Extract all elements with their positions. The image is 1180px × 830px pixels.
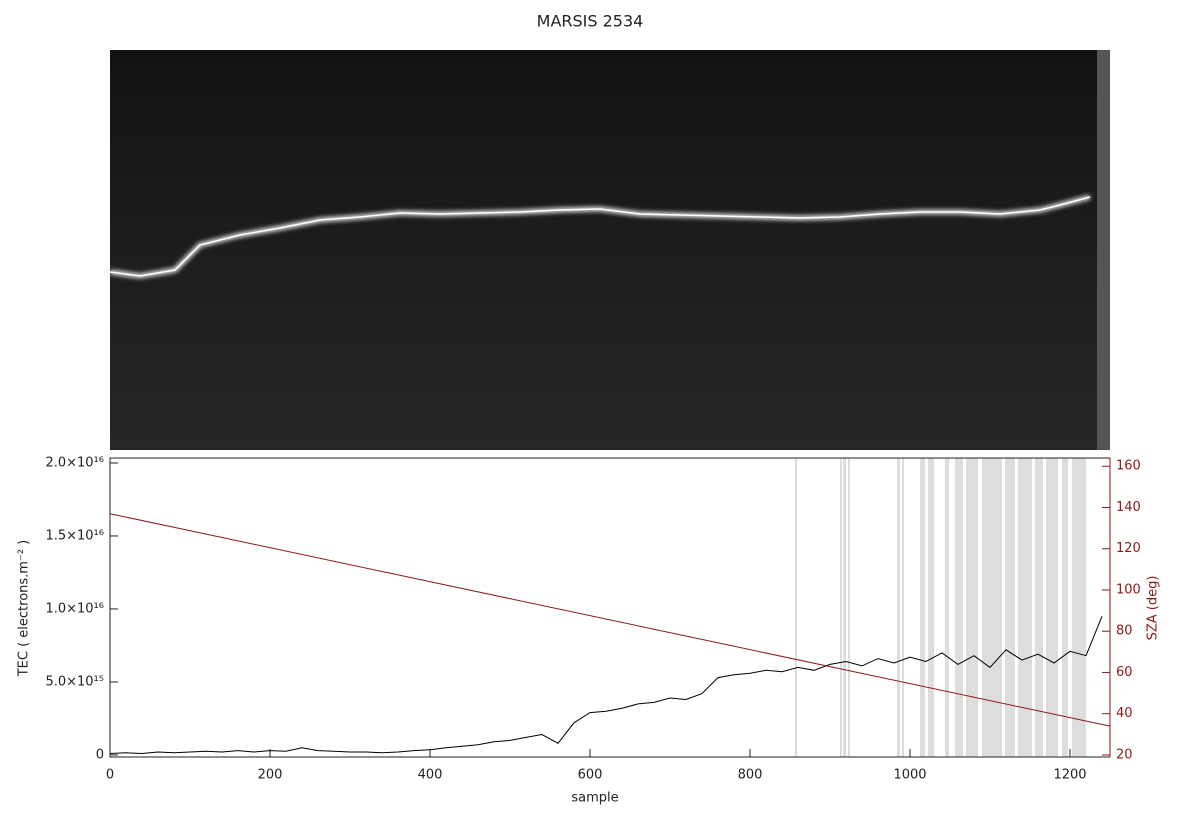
y2-tick-label: 40 — [1116, 706, 1133, 721]
y-tick-label: 5.0×10¹⁵ — [45, 674, 104, 689]
data-line — [109, 513, 1111, 727]
x-axis-label: sample — [571, 791, 618, 806]
x-tick-label: 600 — [578, 768, 603, 783]
x-tick-label: 1200 — [1053, 768, 1086, 783]
y2-tick-label: 100 — [1116, 582, 1141, 597]
y2-tick-label: 60 — [1116, 665, 1133, 680]
y2-tick-label: 160 — [1116, 459, 1141, 474]
y2-tick-label: 140 — [1116, 500, 1141, 515]
x-tick-label: 200 — [258, 768, 283, 783]
y2-tick-label: 20 — [1116, 747, 1133, 762]
x-tick-label: 0 — [106, 768, 114, 783]
y2-tick-label: 120 — [1116, 541, 1141, 556]
y-tick-label: 2.0×10¹⁶ — [45, 455, 104, 470]
y-tick-label: 0 — [96, 747, 104, 762]
y-tick-label: 1.5×10¹⁶ — [45, 528, 104, 543]
x-tick-label: 400 — [418, 768, 443, 783]
x-tick-label: 800 — [738, 768, 763, 783]
radargram — [109, 50, 1110, 450]
y-axis-label: TEC ( electrons.m⁻² ) — [17, 540, 32, 678]
data-gap-bands — [795, 458, 1086, 757]
data-line — [109, 616, 1103, 755]
y2-axis-label: SZA (deg) — [1146, 576, 1161, 641]
y2-tick-label: 80 — [1116, 624, 1133, 639]
y-tick-label: 1.0×10¹⁶ — [45, 601, 104, 616]
x-tick-label: 1000 — [893, 768, 926, 783]
chart-title: MARSIS 2534 — [537, 12, 644, 31]
